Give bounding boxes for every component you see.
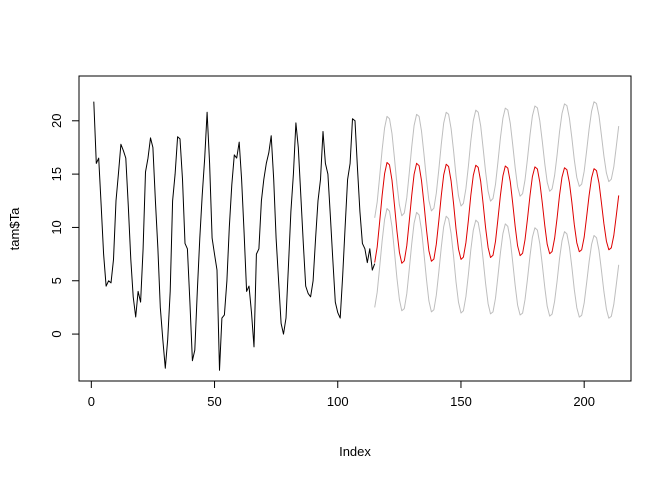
y-tick-label: 15 (49, 167, 64, 181)
y-axis: 0 5 10 15 20 (49, 114, 80, 338)
x-axis-label: Index (339, 444, 371, 459)
series-layer (93, 101, 620, 371)
x-tick-label: 50 (207, 394, 221, 409)
x-tick-label: 200 (573, 394, 595, 409)
x-tick-label: 100 (327, 394, 349, 409)
lower-band-line (374, 208, 620, 319)
x-tick-label: 150 (450, 394, 472, 409)
y-tick-label: 0 (49, 330, 64, 337)
x-tick-label: 0 (88, 394, 95, 409)
upper-band-line (374, 101, 620, 218)
y-axis-label: tam$Ta (7, 207, 22, 250)
x-axis: 0 50 100 150 200 (88, 380, 595, 409)
y-tick-label: 20 (49, 114, 64, 128)
y-tick-label: 5 (49, 277, 64, 284)
observed-series-line (93, 101, 376, 371)
y-tick-label: 10 (49, 220, 64, 234)
forecast-series-line (374, 162, 620, 264)
